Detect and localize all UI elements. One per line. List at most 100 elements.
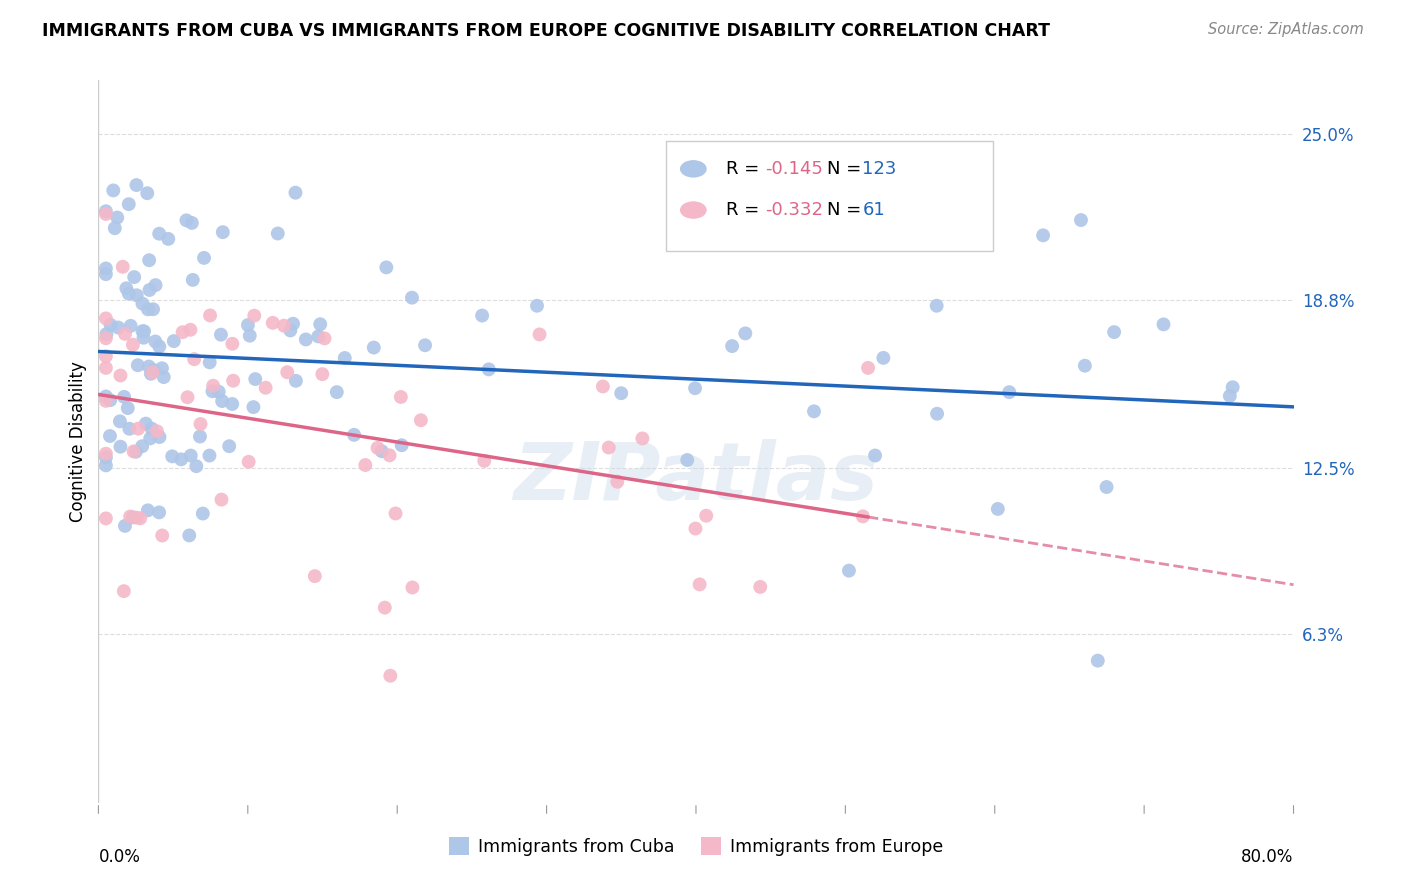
- Point: [148, 227, 170, 241]
- Point: [314, 331, 336, 345]
- Point: [838, 564, 860, 578]
- Point: [198, 449, 221, 463]
- Text: -0.332: -0.332: [765, 201, 824, 219]
- Point: [120, 509, 142, 524]
- Point: [202, 378, 225, 392]
- Text: R =: R =: [725, 201, 765, 219]
- Text: R =: R =: [725, 160, 765, 178]
- Point: [122, 444, 145, 458]
- Point: [118, 197, 141, 211]
- Point: [127, 358, 149, 372]
- Point: [374, 600, 396, 615]
- Point: [695, 508, 717, 523]
- Point: [307, 329, 329, 343]
- Point: [987, 502, 1010, 516]
- Point: [222, 374, 245, 388]
- Point: [148, 505, 170, 519]
- Point: [117, 401, 139, 416]
- Point: [413, 338, 436, 352]
- Point: [401, 291, 423, 305]
- Point: [1219, 389, 1241, 403]
- Point: [139, 431, 162, 445]
- Point: [103, 183, 125, 197]
- Point: [176, 390, 198, 404]
- Point: [132, 331, 155, 345]
- Legend: Immigrants from Cuba, Immigrants from Europe: Immigrants from Cuba, Immigrants from Eu…: [441, 830, 950, 863]
- Point: [749, 580, 772, 594]
- Point: [179, 528, 201, 542]
- Text: IMMIGRANTS FROM CUBA VS IMMIGRANTS FROM EUROPE COGNITIVE DISABILITY CORRELATION : IMMIGRANTS FROM CUBA VS IMMIGRANTS FROM …: [42, 22, 1050, 40]
- Point: [136, 503, 159, 517]
- Point: [122, 337, 145, 351]
- Point: [94, 360, 117, 375]
- Point: [104, 221, 127, 235]
- Point: [193, 251, 215, 265]
- Point: [125, 510, 148, 524]
- Point: [211, 225, 233, 239]
- Point: [138, 253, 160, 268]
- Point: [114, 326, 136, 341]
- Point: [526, 299, 548, 313]
- Point: [176, 213, 198, 227]
- Point: [401, 581, 423, 595]
- Text: N =: N =: [827, 201, 868, 219]
- Point: [94, 261, 117, 276]
- Point: [201, 384, 224, 399]
- Point: [343, 427, 366, 442]
- Point: [384, 507, 406, 521]
- Point: [163, 334, 186, 348]
- Point: [96, 327, 118, 342]
- Point: [112, 584, 135, 599]
- Text: 80.0%: 80.0%: [1241, 848, 1294, 866]
- Point: [245, 372, 267, 386]
- Point: [1153, 318, 1175, 332]
- Point: [125, 288, 148, 302]
- Point: [380, 669, 402, 683]
- Point: [683, 381, 706, 395]
- Point: [150, 361, 173, 376]
- Point: [188, 429, 211, 443]
- Point: [208, 384, 231, 399]
- Point: [872, 351, 894, 365]
- Point: [375, 260, 398, 275]
- Point: [112, 390, 135, 404]
- Point: [100, 318, 122, 332]
- Point: [150, 528, 173, 542]
- Point: [254, 381, 277, 395]
- Point: [592, 379, 614, 393]
- Point: [142, 302, 165, 317]
- Point: [105, 211, 128, 225]
- Point: [925, 299, 948, 313]
- Point: [598, 441, 620, 455]
- Point: [284, 374, 307, 388]
- Point: [186, 459, 208, 474]
- Point: [333, 351, 356, 365]
- Point: [127, 422, 149, 436]
- Point: [160, 450, 183, 464]
- Point: [721, 339, 744, 353]
- Point: [122, 510, 145, 524]
- Point: [136, 186, 159, 201]
- Point: [131, 324, 153, 338]
- Point: [221, 336, 243, 351]
- Point: [295, 333, 318, 347]
- Point: [284, 186, 307, 200]
- Point: [998, 385, 1021, 400]
- Point: [191, 507, 214, 521]
- Point: [471, 309, 494, 323]
- Point: [391, 438, 413, 452]
- Point: [138, 359, 160, 374]
- Text: Source: ZipAtlas.com: Source: ZipAtlas.com: [1208, 22, 1364, 37]
- Text: ZIPatlas: ZIPatlas: [513, 439, 879, 516]
- Point: [118, 422, 141, 436]
- Point: [238, 455, 260, 469]
- Point: [125, 178, 148, 192]
- Text: 123: 123: [862, 160, 897, 178]
- Point: [278, 323, 301, 337]
- Point: [111, 260, 134, 274]
- Point: [1102, 325, 1125, 339]
- Point: [852, 509, 875, 524]
- Point: [363, 341, 385, 355]
- Point: [211, 492, 233, 507]
- Point: [98, 393, 121, 408]
